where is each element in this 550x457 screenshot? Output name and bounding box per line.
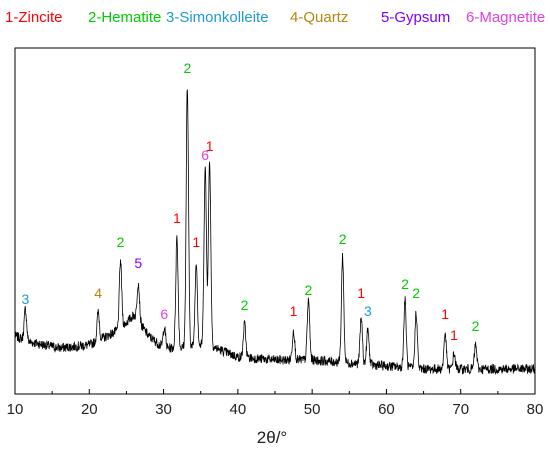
legend-entry: 4-Quartz (290, 9, 348, 26)
plot-area (14, 89, 536, 376)
peak-label: 1 (206, 138, 214, 154)
peak-label: 2 (339, 231, 347, 247)
peak-label: 1 (173, 210, 181, 226)
x-tick-label: 60 (378, 401, 395, 418)
peak-label: 2 (401, 276, 409, 292)
chart-legend: 1-Zincite 2-Hematite 3-Simonkolleite 4-Quar… (5, 9, 545, 26)
peak-label: 1 (290, 303, 298, 319)
peak-label: 4 (94, 285, 102, 301)
peak-label: 1 (450, 327, 458, 343)
legend-entry: 6-Magnetite (466, 9, 545, 26)
xrd-pattern-line (14, 89, 536, 376)
peak-label: 6 (160, 306, 168, 322)
peak-label: 2 (241, 297, 249, 313)
peak-label: 2 (305, 282, 313, 298)
legend-entry: 1-Zincite (5, 9, 63, 26)
legend-entry: 5-Gypsum (381, 9, 450, 26)
peak-label: 2 (183, 60, 191, 76)
x-tick-label: 10 (7, 401, 24, 418)
peak-label: 2 (117, 234, 125, 250)
peak-label: 3 (22, 291, 30, 307)
x-tick-label: 50 (304, 401, 321, 418)
peak-label: 1 (192, 234, 200, 250)
x-tick-label: 30 (155, 401, 172, 418)
peak-label: 6 (201, 147, 209, 163)
legend-entry: 2-Hematite (88, 9, 161, 26)
peak-label: 1 (441, 306, 449, 322)
peak-label: 5 (134, 255, 142, 271)
x-tick-label: 20 (81, 401, 98, 418)
x-tick-label: 80 (527, 401, 544, 418)
x-tick-label: 40 (230, 401, 247, 418)
x-tick-label: 70 (452, 401, 469, 418)
peak-label: 2 (412, 285, 420, 301)
peak-label: 1 (357, 285, 365, 301)
x-axis-label: 2θ/° (257, 428, 287, 447)
legend-entry: 3-Simonkolleite (166, 9, 269, 26)
axes: 10 20 30 40 50 60 70 80 (7, 47, 544, 418)
peak-label: 3 (364, 303, 372, 319)
peak-label: 2 (472, 318, 480, 334)
